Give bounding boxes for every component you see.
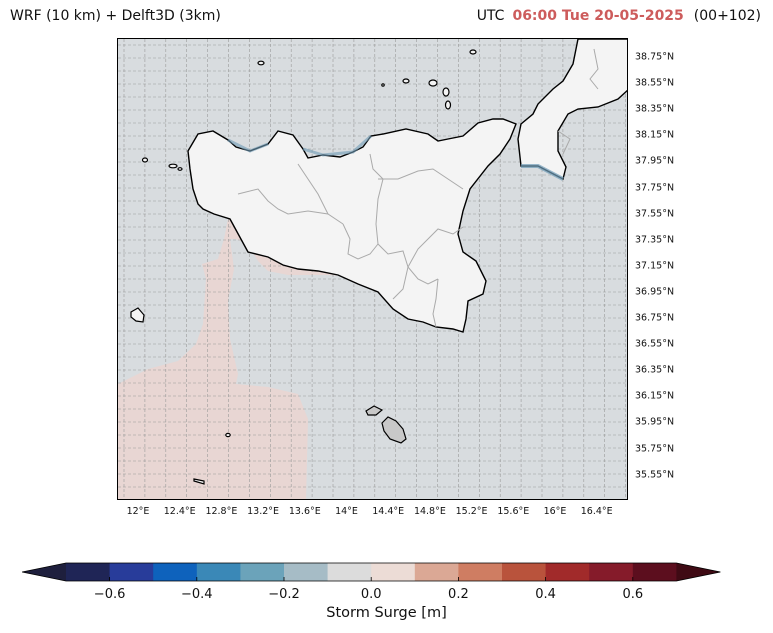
colorbar-segment	[545, 563, 590, 581]
linosa-island	[225, 432, 231, 438]
colorbar-segment	[458, 563, 503, 581]
longitude-label: 12°E	[126, 506, 150, 517]
colorbar-tick-label: −0.6	[93, 587, 126, 602]
colorbar-segment	[284, 563, 329, 581]
latitude-label: 38.35°N	[635, 103, 675, 115]
valid-time: 06:00 Tue 20-05-2025	[512, 8, 684, 24]
latitude-label: 36.35°N	[635, 364, 675, 376]
colorbar-max-extend	[676, 563, 721, 581]
longitude-label: 12.4°E	[163, 506, 196, 517]
storm-surge-map	[117, 38, 628, 500]
latitude-label: 35.95°N	[635, 416, 675, 428]
longitude-label: 16.4°E	[580, 506, 613, 517]
latitude-label: 36.95°N	[635, 286, 675, 298]
colorbar-segment	[153, 563, 198, 581]
colorbar-tick-label: 0.2	[448, 587, 469, 602]
forecast-step: (00+102)	[693, 8, 761, 24]
colorbar-outline	[22, 562, 721, 582]
colorbar-tick-label: −0.4	[181, 587, 213, 602]
valid-time-header: UTC 06:00 Tue 20-05-2025 (00+102)	[477, 8, 761, 24]
longitude-label: 13.2°E	[247, 506, 280, 517]
longitude-label: 14.4°E	[372, 506, 405, 517]
province-borders	[237, 153, 464, 328]
longitude-label: 16°E	[543, 506, 567, 517]
latitude-label: 37.55°N	[635, 208, 675, 220]
longitude-label: 14.8°E	[413, 506, 446, 517]
colorbar-segment	[632, 563, 677, 581]
colorbar-segment	[66, 563, 111, 581]
colorbar	[22, 562, 721, 582]
colorbar-segment	[327, 563, 372, 581]
egadi-islands	[141, 157, 183, 171]
colorbar-segment	[109, 563, 154, 581]
sicily-coast-shade	[227, 134, 372, 157]
utc-label: UTC	[476, 8, 505, 24]
latitude-label: 38.55°N	[635, 77, 675, 89]
latitude-label: 36.55°N	[635, 338, 675, 350]
latitude-label: 37.75°N	[635, 182, 675, 193]
lampedusa-island	[193, 478, 205, 485]
longitude-label: 15.6°E	[497, 506, 530, 517]
colorbar-segment	[240, 563, 285, 581]
colorbar-label: Storm Surge [m]	[326, 605, 447, 621]
latitude-label: 36.75°N	[635, 312, 675, 324]
longitude-label: 14°E	[335, 506, 358, 517]
malta-island	[381, 416, 407, 444]
colorbar-tick-label: 0.6	[622, 587, 644, 602]
latitude-label: 35.75°N	[635, 443, 675, 454]
colorbar-segment	[502, 563, 547, 581]
latitude-label: 38.15°N	[635, 129, 675, 141]
calabria-coast-shade	[521, 164, 564, 181]
longitude-label: 13.6°E	[288, 506, 321, 517]
longitude-label: 15.2°E	[455, 506, 488, 517]
colorbar-segment	[196, 563, 241, 581]
aeolian-islands	[257, 49, 477, 110]
latitude-label: 37.35°N	[635, 234, 675, 246]
longitude-label: 12.8°E	[205, 506, 238, 517]
calabria-land	[517, 39, 627, 181]
positive-surge-area	[118, 214, 363, 499]
latitude-label: 35.55°N	[635, 469, 675, 481]
pantelleria-island	[130, 307, 145, 323]
colorbar-tick-label: 0.4	[535, 587, 556, 602]
colorbar-segment	[589, 563, 634, 581]
chart-title: WRF (10 km) + Delft3D (3km)	[10, 8, 221, 24]
colorbar-min-extend	[22, 563, 66, 581]
latitude-label: 38.75°N	[635, 51, 675, 63]
sicily-land	[187, 118, 517, 333]
colorbar-segment	[371, 563, 416, 581]
gozo-island	[365, 405, 384, 416]
latitude-label: 37.95°N	[635, 155, 675, 167]
colorbar-segment	[414, 563, 459, 581]
map-canvas	[118, 39, 627, 499]
colorbar-tick-label: 0.0	[360, 587, 382, 602]
latitude-label: 37.15°N	[635, 260, 675, 272]
latitude-label: 36.15°N	[635, 390, 675, 402]
calabria-borders	[557, 48, 599, 155]
colorbar-tick-label: −0.2	[268, 587, 300, 602]
